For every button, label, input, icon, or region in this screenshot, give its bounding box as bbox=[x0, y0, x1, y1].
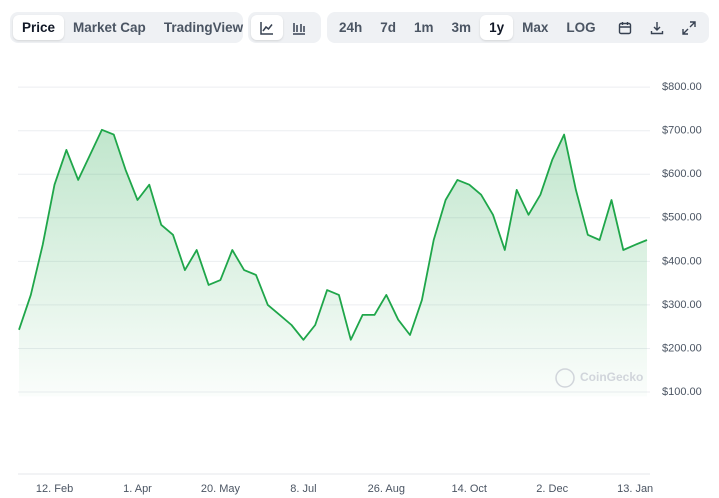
y-tick-label: $500.00 bbox=[662, 212, 702, 224]
x-tick-label: 1. Apr bbox=[123, 483, 152, 495]
x-tick-label: 26. Aug bbox=[368, 483, 405, 495]
y-tick-label: $300.00 bbox=[662, 299, 702, 311]
calendar-button[interactable] bbox=[609, 15, 641, 40]
expand-icon bbox=[681, 20, 696, 35]
x-tick-label: 2. Dec bbox=[536, 483, 568, 495]
x-tick-label: 8. Jul bbox=[290, 483, 316, 495]
toolbar-button[interactable]: Max bbox=[522, 20, 549, 35]
expand-button[interactable] bbox=[673, 15, 705, 40]
download-button[interactable] bbox=[641, 15, 673, 40]
toolbar-button[interactable]: 3m bbox=[451, 20, 472, 35]
candle-icon bbox=[293, 22, 305, 35]
toolbar-button[interactable]: TradingView bbox=[163, 20, 244, 35]
range-buttons: 24h 7d 1m 3m 1y Max LOG bbox=[330, 15, 605, 40]
x-tick-label: 20. May bbox=[201, 483, 241, 495]
y-tick-label: $600.00 bbox=[662, 168, 702, 180]
x-tick-label: 13. Jan bbox=[617, 483, 653, 495]
toolbar-button[interactable]: LOG bbox=[566, 20, 596, 35]
x-tick-label: 14. Oct bbox=[452, 483, 487, 495]
view-toolbar bbox=[248, 12, 321, 43]
line-icon bbox=[260, 21, 273, 35]
price-line bbox=[18, 128, 648, 341]
line-view-button[interactable] bbox=[251, 15, 283, 40]
chart-type-toolbar: Price Market Cap TradingView bbox=[10, 12, 243, 43]
toolbar-button[interactable]: Market Cap bbox=[73, 20, 146, 35]
grid bbox=[18, 86, 650, 475]
candle-view-button[interactable] bbox=[283, 15, 315, 40]
toolbar-button[interactable]: 1m bbox=[414, 20, 434, 35]
toolbar-button[interactable]: Price bbox=[13, 15, 65, 40]
y-tick-label: $100.00 bbox=[662, 386, 702, 398]
y-tick-label: $700.00 bbox=[662, 125, 702, 137]
watermark: CoinGecko bbox=[580, 370, 643, 384]
x-tick-label: 12. Feb bbox=[36, 483, 73, 495]
range-toolbar: 24h 7d 1m 3m 1y Max LOG bbox=[327, 12, 709, 43]
area-fill bbox=[19, 129, 647, 397]
calendar-icon bbox=[618, 21, 631, 34]
toolbar-button[interactable]: 24h bbox=[339, 20, 363, 35]
download-icon bbox=[650, 21, 663, 34]
y-tick-label: $400.00 bbox=[662, 255, 702, 267]
watermark-logo bbox=[555, 368, 575, 388]
y-tick-label: $200.00 bbox=[662, 342, 702, 354]
plot bbox=[18, 128, 648, 397]
toolbar-button[interactable]: 7d bbox=[380, 20, 397, 35]
toolbar-button[interactable]: 1y bbox=[480, 15, 514, 40]
y-tick-label: $800.00 bbox=[662, 81, 702, 93]
